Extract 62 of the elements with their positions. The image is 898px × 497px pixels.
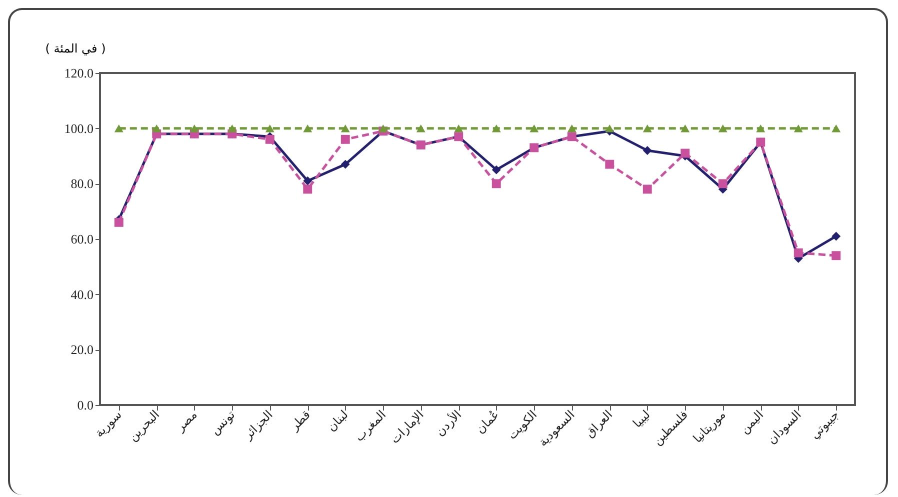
point — [303, 176, 312, 186]
point — [340, 134, 350, 144]
point — [492, 179, 501, 188]
x-tick-label: سورية — [92, 408, 124, 440]
x-tick-label: تونس — [208, 408, 238, 438]
point — [303, 184, 312, 194]
x-tick-label: عُمان — [473, 408, 502, 436]
point — [718, 124, 728, 132]
y-tick-label: 20.0 — [70, 342, 94, 358]
y-tick-label: 0.0 — [77, 398, 94, 412]
point — [454, 124, 464, 132]
point — [832, 124, 841, 132]
y-tick-label: 80.0 — [70, 176, 94, 192]
x-tick-label: مصر — [172, 408, 200, 435]
y-axis-title: ( في المئة ) — [45, 42, 106, 56]
point — [378, 124, 388, 132]
point — [718, 179, 728, 188]
point — [114, 218, 124, 227]
point — [832, 232, 841, 241]
x-tick-label: الجزائر — [240, 408, 276, 443]
point — [265, 124, 274, 132]
point — [492, 124, 501, 132]
point — [642, 184, 652, 194]
x-tick-label: لبنان — [324, 408, 351, 434]
y-tick-label: 120.0 — [64, 66, 94, 80]
y-tick-label: 100.0 — [64, 120, 94, 136]
x-tick-label: الإمارات — [388, 408, 426, 446]
point — [567, 124, 576, 132]
point — [228, 124, 237, 132]
point — [605, 160, 614, 169]
point — [756, 124, 766, 132]
y-tick-label: 40.0 — [70, 286, 94, 302]
point — [642, 146, 652, 155]
x-tick-label: اليمن — [737, 408, 766, 436]
y-tick-label: 60.0 — [70, 232, 94, 246]
point — [794, 124, 803, 132]
x-tick-label: المغرب — [352, 408, 389, 444]
point — [605, 124, 614, 132]
point — [832, 251, 841, 260]
point — [416, 124, 426, 132]
point — [303, 124, 312, 132]
x-tick-label: البحرين — [126, 408, 162, 444]
x-tick-label: موريتانيا — [690, 408, 728, 446]
point — [340, 124, 350, 132]
point — [492, 165, 501, 174]
point — [642, 124, 652, 132]
point — [340, 160, 350, 169]
x-tick-label: قطر — [286, 408, 314, 434]
point — [152, 124, 162, 132]
point — [530, 124, 539, 132]
x-tick-label: فلسطين — [650, 408, 691, 448]
x-tick-label: جيبوتي — [807, 408, 842, 442]
x-tick-label: السودان — [764, 408, 804, 447]
x-tick-label: العراق — [582, 408, 616, 440]
point — [680, 124, 690, 132]
x-tick-label: ليبيا — [630, 408, 653, 430]
point — [114, 124, 124, 132]
point — [190, 124, 199, 132]
x-tick-label: الأردن — [432, 406, 464, 439]
point — [794, 248, 803, 258]
point — [680, 148, 690, 158]
point — [265, 134, 274, 144]
